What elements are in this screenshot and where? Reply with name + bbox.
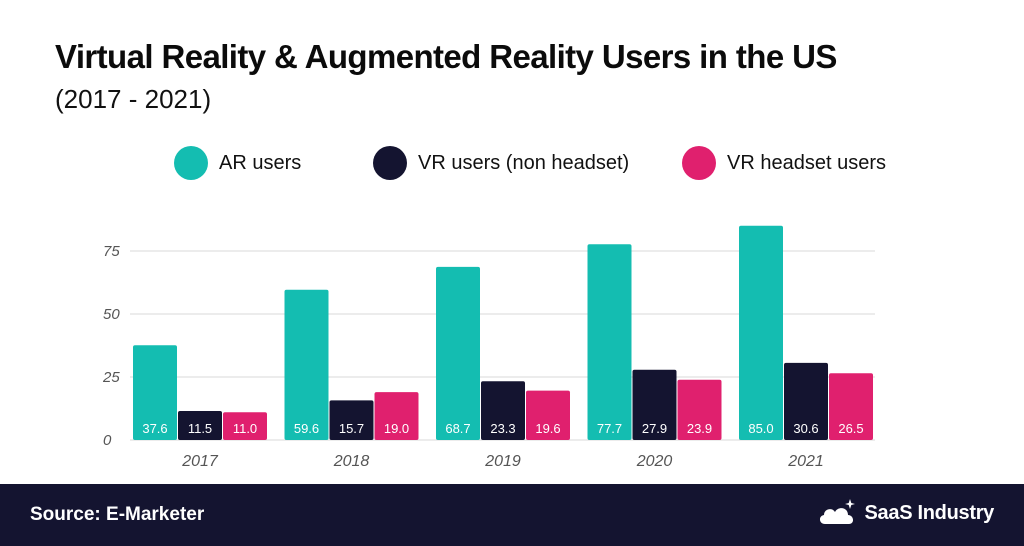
bar-2021-3: [829, 373, 873, 440]
brand-name: SaaS Industry: [864, 501, 995, 524]
brand: SaaS Industry: [817, 498, 994, 528]
y-tick-label: 0: [103, 432, 112, 449]
bar-value-label: 26.5: [838, 421, 863, 436]
bar-value-label: 68.7: [445, 421, 470, 436]
bar-2018-1: [284, 289, 329, 440]
x-tick-label: 2020: [636, 453, 673, 470]
bar-2020-1: [587, 244, 632, 440]
legend-label-vr-non-headset: VR users (non headset): [418, 151, 630, 174]
bar-2020-2: [632, 369, 677, 440]
legend-swatch-ar: [174, 146, 208, 180]
x-tick-label: 2021: [787, 453, 824, 470]
footer-bar: Source: E-Marketer SaaS Industry: [0, 484, 1024, 546]
x-tick-label: 2018: [333, 453, 370, 470]
bar-2021-1: [739, 225, 783, 440]
bar-2017-2: [178, 411, 222, 440]
bar-2019-1: [436, 266, 480, 440]
bar-2017-3: [223, 412, 267, 440]
y-tick-label: 25: [102, 369, 120, 386]
bar-value-label: 19.0: [384, 421, 409, 436]
legend-item-vr-headset: VR headset users: [682, 145, 886, 181]
chart-title: Virtual Reality & Augmented Reality User…: [55, 38, 837, 75]
legend-label-ar: AR users: [219, 151, 302, 174]
source-text: Source: E-Marketer: [30, 504, 205, 525]
cloud-sparkle-icon: [819, 499, 855, 524]
bar-2017-1: [133, 345, 177, 440]
bar-value-label: 27.9: [642, 421, 667, 436]
legend-swatch-vr-headset: [682, 146, 716, 180]
bar-value-label: 11.5: [188, 421, 212, 436]
legend-label-vr-headset: VR headset users: [727, 151, 886, 174]
x-tick-label: 2017: [181, 453, 219, 470]
bar-value-label: 37.6: [142, 421, 167, 436]
bar-value-label: 85.0: [748, 421, 773, 436]
chart-subtitle: (2017 - 2021): [55, 84, 212, 114]
chart-legend: AR users VR users (non headset) VR heads…: [0, 145, 1024, 185]
bar-2019-3: [526, 390, 570, 440]
bar-2020-3: [677, 379, 722, 440]
x-tick-label: 2019: [484, 453, 521, 470]
bar-value-label: 23.3: [490, 421, 515, 436]
bar-2018-2: [329, 400, 374, 440]
legend-item-ar: AR users: [174, 145, 301, 181]
bar-2021-2: [784, 362, 828, 440]
y-tick-label: 75: [103, 243, 120, 260]
bar-value-label: 77.7: [597, 421, 622, 436]
bar-2018-3: [374, 392, 419, 440]
bar-value-label: 23.9: [687, 421, 712, 436]
bar-value-label: 15.7: [339, 421, 364, 436]
legend-item-vr-non-headset: VR users (non headset): [373, 145, 629, 181]
bar-value-label: 19.6: [535, 421, 560, 436]
bar-value-label: 59.6: [294, 421, 319, 436]
y-tick-label: 50: [103, 306, 120, 323]
bar-chart: 0 25 50 75 37.6 11.5 11.0 2017 59.6 15.7 19.0 2018 6…: [102, 225, 875, 470]
bar-2019-2: [481, 381, 525, 440]
legend-swatch-vr-non-headset: [373, 146, 407, 180]
bar-value-label: 11.0: [233, 421, 257, 436]
bar-value-label: 30.6: [793, 421, 818, 436]
